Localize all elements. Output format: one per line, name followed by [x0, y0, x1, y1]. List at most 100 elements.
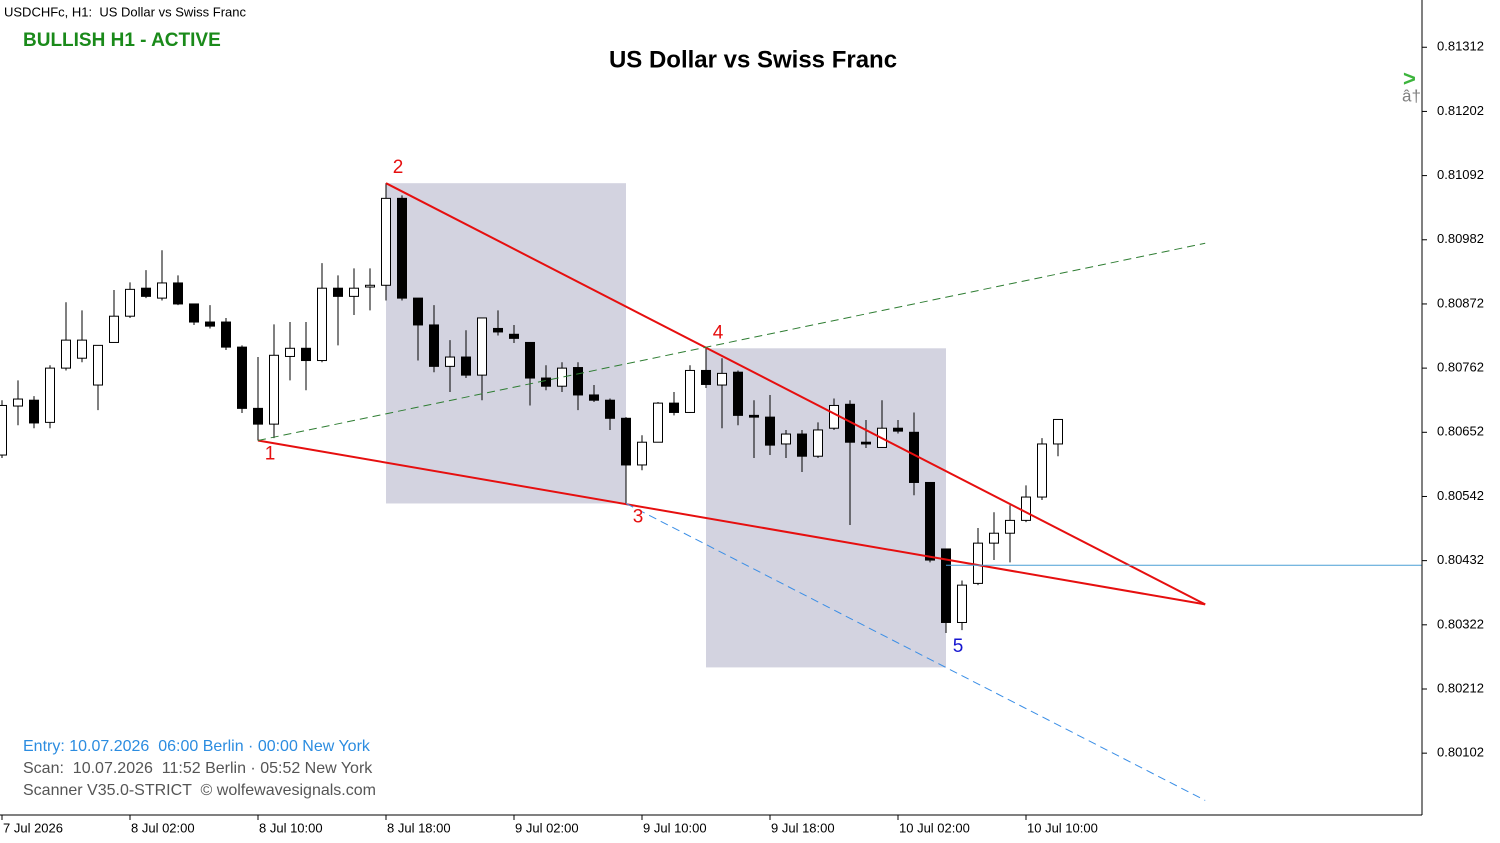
- symbol-label: USDCHFc, H1: US Dollar vs Swiss Franc: [4, 4, 246, 19]
- candle-body: [45, 367, 55, 423]
- y-tick-label: 0.80762: [1437, 360, 1484, 375]
- candle-body: [973, 542, 983, 584]
- candle-body: [77, 339, 87, 359]
- candle-body: [669, 402, 679, 413]
- wave-point-label: 4: [713, 322, 724, 343]
- candle-body: [221, 321, 231, 348]
- candle-body: [333, 287, 343, 297]
- wave-point-label: 1: [265, 443, 276, 464]
- y-tick-label: 0.81202: [1437, 103, 1484, 118]
- x-tick-label: 9 Jul 10:00: [643, 820, 707, 835]
- candle-body: [1005, 519, 1015, 534]
- candle-body: [589, 394, 599, 401]
- wave-point-label: 5: [953, 636, 964, 657]
- candle-body: [365, 284, 375, 288]
- candle-body: [109, 315, 119, 343]
- y-tick-label: 0.80872: [1437, 295, 1484, 310]
- candle-body: [237, 346, 247, 409]
- candle-body: [125, 288, 135, 317]
- candle-body: [941, 548, 951, 623]
- x-tick-label: 9 Jul 02:00: [515, 820, 579, 835]
- y-tick-label: 0.80652: [1437, 424, 1484, 439]
- x-tick-label: 10 Jul 10:00: [1027, 820, 1098, 835]
- x-tick-label: 8 Jul 10:00: [259, 820, 323, 835]
- projection-line: [625, 503, 1206, 801]
- candle-body: [637, 441, 647, 466]
- candle-body: [93, 344, 103, 386]
- y-tick-label: 0.80542: [1437, 488, 1484, 503]
- candle-body: [445, 356, 455, 367]
- candle-body: [477, 317, 487, 376]
- wave-point-label: 3: [633, 506, 644, 527]
- corner-marker: >: [1403, 66, 1416, 91]
- wave-line: [385, 182, 1206, 606]
- candle-body: [925, 481, 935, 561]
- candles: [0, 183, 1063, 633]
- y-tick-label: 0.80432: [1437, 552, 1484, 567]
- candle-body: [1053, 418, 1063, 445]
- candle-body: [733, 371, 743, 416]
- candle-body: [749, 414, 759, 418]
- chart-title: US Dollar vs Swiss Franc: [609, 46, 897, 73]
- corner-text: â†: [1402, 86, 1421, 105]
- candle-body: [957, 584, 967, 623]
- candle-body: [61, 339, 71, 369]
- candle-body: [285, 347, 295, 357]
- candle-body: [541, 377, 551, 387]
- candle-body: [557, 367, 567, 387]
- zones: [386, 183, 946, 668]
- candle-body: [621, 417, 631, 466]
- candle-body: [1021, 496, 1031, 521]
- candle-body: [765, 416, 775, 446]
- axes: 0.81312 0.81202 0.81092 0.80982 0.80872 0.807…: [1, 39, 1484, 835]
- candle-body: [381, 197, 391, 286]
- candle-body: [653, 402, 663, 443]
- wave-point-label: 2: [393, 157, 404, 178]
- candle-body: [685, 369, 695, 413]
- candle-body: [797, 433, 807, 457]
- y-tick-label: 0.80102: [1437, 745, 1484, 760]
- candle-body: [13, 398, 23, 407]
- candle-body: [573, 367, 583, 396]
- projection-line: [257, 242, 1206, 441]
- candle-body: [701, 369, 711, 385]
- candle-body: [781, 433, 791, 445]
- candle-body: [317, 287, 327, 362]
- x-tick-label: 7 Jul 2026: [3, 820, 63, 835]
- candle-body: [157, 282, 167, 299]
- candle-body: [397, 197, 407, 299]
- candle-body: [893, 427, 903, 432]
- candle-body: [509, 333, 519, 339]
- x-tick-label: 8 Jul 02:00: [131, 820, 195, 835]
- candle-body: [173, 282, 183, 305]
- y-tick-label: 0.81092: [1437, 167, 1484, 182]
- candle-body: [301, 347, 311, 362]
- info-line: Scan: 10.07.2026 11:52 Berlin · 05:52 Ne…: [23, 760, 373, 777]
- pattern-zone: [386, 183, 626, 504]
- y-tick-label: 0.80212: [1437, 680, 1484, 695]
- candle-body: [829, 404, 839, 429]
- status-label: BULLISH H1 - ACTIVE: [23, 30, 221, 51]
- pattern-zone: [706, 348, 946, 668]
- candle-body: [493, 327, 503, 333]
- wave-line: [257, 439, 1206, 606]
- candle-body: [461, 356, 471, 376]
- candle-body: [605, 399, 615, 419]
- candle-body: [861, 441, 871, 445]
- x-tick-label: 9 Jul 18:00: [771, 820, 835, 835]
- info-line: Entry: 10.07.2026 06:00 Berlin · 00:00 N…: [23, 738, 371, 755]
- candle-body: [29, 399, 39, 424]
- candle-body: [0, 404, 7, 456]
- candle-body: [413, 297, 423, 326]
- candle-body: [349, 287, 359, 297]
- candle-body: [205, 321, 215, 327]
- x-tick-label: 10 Jul 02:00: [899, 820, 970, 835]
- x-tick-label: 8 Jul 18:00: [387, 820, 451, 835]
- candle-body: [269, 354, 279, 425]
- y-tick-label: 0.80982: [1437, 231, 1484, 246]
- info-block: Entry: 10.07.2026 06:00 Berlin · 00:00 N…: [23, 738, 376, 799]
- candle-body: [253, 407, 263, 425]
- candle-body: [429, 324, 439, 367]
